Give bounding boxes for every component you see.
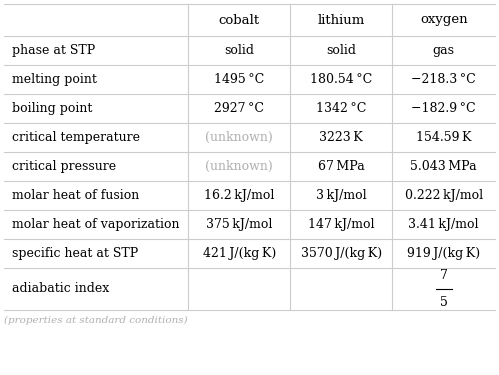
Text: 147 kJ/mol: 147 kJ/mol <box>308 218 375 231</box>
Text: gas: gas <box>433 44 455 57</box>
Text: adiabatic index: adiabatic index <box>12 282 109 296</box>
Text: 3570 J/(kg K): 3570 J/(kg K) <box>301 247 382 260</box>
Text: 1495 °C: 1495 °C <box>214 73 264 86</box>
Text: −218.3 °C: −218.3 °C <box>411 73 476 86</box>
Text: 154.59 K: 154.59 K <box>416 131 472 144</box>
Text: boiling point: boiling point <box>12 102 92 115</box>
Text: melting point: melting point <box>12 73 97 86</box>
Text: cobalt: cobalt <box>219 13 260 27</box>
Text: critical temperature: critical temperature <box>12 131 140 144</box>
Text: critical pressure: critical pressure <box>12 160 116 173</box>
Text: 0.222 kJ/mol: 0.222 kJ/mol <box>405 189 483 202</box>
Text: 16.2 kJ/mol: 16.2 kJ/mol <box>204 189 274 202</box>
Text: 180.54 °C: 180.54 °C <box>310 73 372 86</box>
Text: (properties at standard conditions): (properties at standard conditions) <box>4 316 188 325</box>
Text: oxygen: oxygen <box>420 13 468 27</box>
Text: specific heat at STP: specific heat at STP <box>12 247 138 260</box>
Text: 5.043 MPa: 5.043 MPa <box>410 160 477 173</box>
Text: phase at STP: phase at STP <box>12 44 95 57</box>
Text: (unknown): (unknown) <box>205 131 273 144</box>
Text: 5: 5 <box>440 296 448 309</box>
Text: 3223 K: 3223 K <box>319 131 363 144</box>
Text: 375 kJ/mol: 375 kJ/mol <box>206 218 272 231</box>
Text: molar heat of fusion: molar heat of fusion <box>12 189 139 202</box>
Text: 3 kJ/mol: 3 kJ/mol <box>316 189 367 202</box>
Text: 919 J/(kg K): 919 J/(kg K) <box>407 247 480 260</box>
Text: 7: 7 <box>440 269 448 282</box>
Text: solid: solid <box>224 44 254 57</box>
Text: (unknown): (unknown) <box>205 160 273 173</box>
Text: solid: solid <box>326 44 356 57</box>
Text: −182.9 °C: −182.9 °C <box>411 102 476 115</box>
Text: 3.41 kJ/mol: 3.41 kJ/mol <box>409 218 479 231</box>
Text: 2927 °C: 2927 °C <box>214 102 264 115</box>
Text: molar heat of vaporization: molar heat of vaporization <box>12 218 180 231</box>
Text: 67 MPa: 67 MPa <box>318 160 365 173</box>
Text: 1342 °C: 1342 °C <box>316 102 366 115</box>
Text: 421 J/(kg K): 421 J/(kg K) <box>203 247 276 260</box>
Text: lithium: lithium <box>318 13 365 27</box>
